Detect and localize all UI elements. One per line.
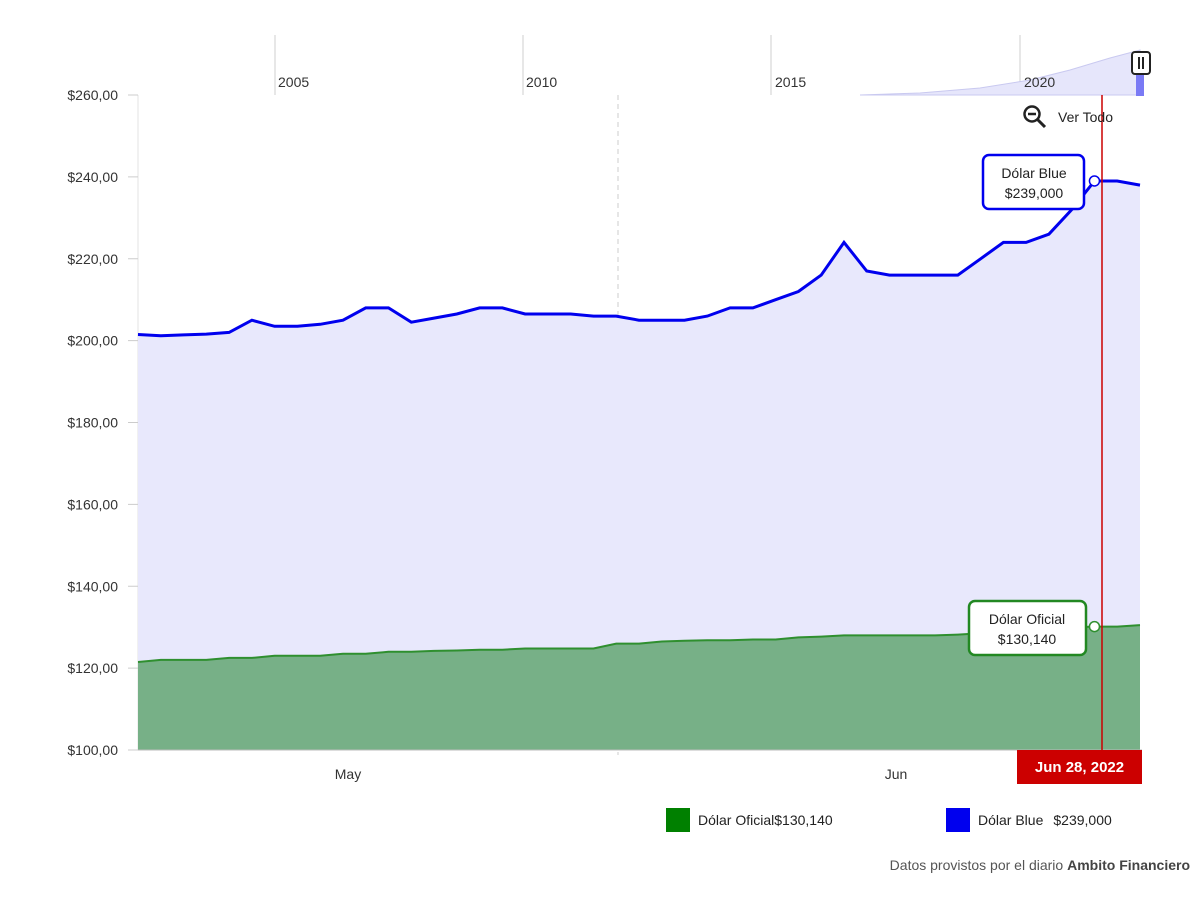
y-tick-label: $120,00 [67, 660, 118, 676]
y-tick-label: $160,00 [67, 496, 118, 512]
y-tick-label: $260,00 [67, 87, 118, 103]
legend-swatch-oficial [666, 808, 690, 832]
tooltip-oficial-name: Dólar Oficial [989, 611, 1065, 627]
legend-name-oficial: Dólar Oficial [698, 812, 775, 828]
y-tick-label: $200,00 [67, 333, 118, 349]
dolar-oficial-area [138, 625, 1140, 750]
zoom-reset-button[interactable]: Ver Todo [1022, 104, 1113, 130]
tooltip-blue-value: $239,000 [1005, 185, 1064, 201]
tooltip-dolar-blue: Dólar Blue $239,000 [981, 153, 1086, 211]
zoom-out-icon [1023, 105, 1047, 129]
dolar-blue-marker [1088, 175, 1101, 187]
legend-name-blue: Dólar Blue [978, 812, 1044, 828]
legend-item-dolar-oficial[interactable]: Dólar Oficial $130,140 [666, 808, 833, 832]
tooltip-oficial-value: $130,140 [998, 631, 1057, 647]
tooltip-blue-name: Dólar Blue [1001, 165, 1067, 181]
navigator-label-2015: 2015 [775, 74, 806, 90]
dolar-oficial-marker [1088, 620, 1101, 633]
chart-svg: 2005 2010 2015 2020 $100,00 $120,00 $140,0… [67, 35, 1151, 782]
legend-swatch-blue [946, 808, 970, 832]
tooltip-dolar-oficial: Dólar Oficial $130,140 [967, 599, 1088, 657]
navigator-handle[interactable] [1131, 51, 1151, 75]
crosshair-date-label: Jun 28, 2022 [1017, 750, 1142, 784]
navigator-selected-range[interactable] [1136, 60, 1144, 96]
legend-item-dolar-blue[interactable]: Dólar Blue $239,000 [946, 808, 1112, 832]
y-tick-label: $180,00 [67, 415, 118, 431]
zoom-reset-label: Ver Todo [1058, 109, 1114, 125]
legend-value-blue: $239,000 [1053, 812, 1112, 828]
x-tick-label-jun: Jun [885, 766, 908, 782]
y-tick-label: $220,00 [67, 251, 118, 267]
credit-source: Ambito Financiero [1067, 857, 1190, 873]
data-credit: Datos provistos por el diario Ambito Fin… [890, 857, 1190, 873]
x-tick-label-may: May [335, 766, 361, 782]
navigator-label-2020: 2020 [1024, 74, 1055, 90]
navigator-label-2005: 2005 [278, 74, 309, 90]
dolar-blue-area [138, 181, 1140, 750]
plot-area: $100,00 $120,00 $140,00 $160,00 $180,00 $200,… [67, 87, 1142, 782]
y-tick-label: $100,00 [67, 742, 118, 758]
navigator[interactable]: 2005 2010 2015 2020 [274, 35, 1151, 96]
y-axis-ticks: $100,00 $120,00 $140,00 $160,00 $180,00 $200,… [67, 87, 138, 758]
dolar-blue-line [137, 179, 1141, 338]
y-tick-label: $140,00 [67, 578, 118, 594]
y-tick-label: $240,00 [67, 169, 118, 185]
credit-prefix: Datos provistos por el diario [889, 857, 1064, 873]
navigator-series-area [859, 49, 1141, 96]
legend-value-oficial: $130,140 [774, 812, 833, 828]
navigator-label-2010: 2010 [526, 74, 557, 90]
